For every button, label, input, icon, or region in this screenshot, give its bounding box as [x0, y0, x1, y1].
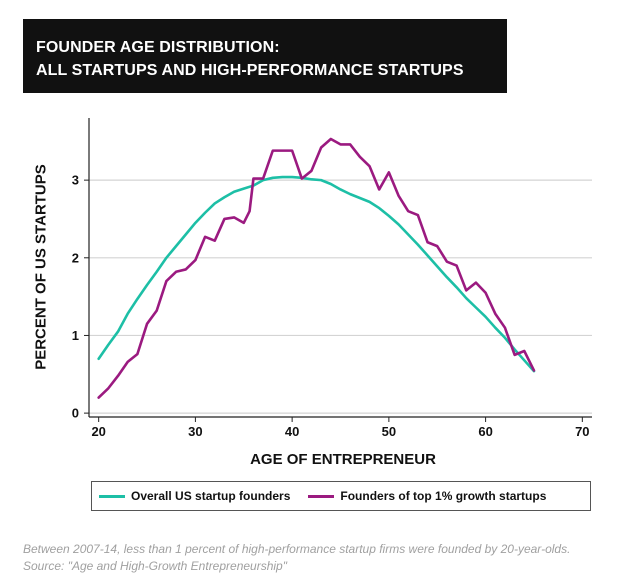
- figure-caption: Between 2007-14, less than 1 percent of …: [23, 542, 571, 573]
- x-tick-label-30: 30: [188, 424, 202, 439]
- y-tick-label-0: 0: [72, 406, 79, 421]
- legend-label-top-growth: Founders of top 1% growth startups: [340, 489, 547, 503]
- y-tick-label-1: 1: [72, 328, 79, 343]
- chart-title-box: FOUNDER AGE DISTRIBUTION: ALL STARTUPS A…: [23, 19, 507, 93]
- legend-swatch-top-growth: [308, 494, 335, 498]
- legend: Overall US startup founders Founders of …: [91, 481, 591, 511]
- line-chart: 0 1 2 3 20 30 40 50 60 70: [72, 118, 592, 439]
- axes: 0 1 2 3 20 30 40 50 60 70: [72, 118, 592, 439]
- x-tick-label-50: 50: [382, 424, 396, 439]
- x-tick-label-40: 40: [285, 424, 299, 439]
- series-line-0: [97, 175, 536, 373]
- x-tick-label-60: 60: [478, 424, 492, 439]
- gridlines: [89, 179, 592, 414]
- legend-swatch-overall: [99, 494, 125, 498]
- chart-title-line-2: ALL STARTUPS AND HIGH-PERFORMANCE STARTU…: [36, 62, 464, 79]
- legend-item-top-growth: Founders of top 1% growth startups: [308, 489, 546, 503]
- y-tick-label-2: 2: [72, 250, 79, 265]
- series-lines: [97, 137, 536, 399]
- x-axis-label: AGE OF ENTREPRENEUR: [250, 451, 436, 468]
- chart-title-line-1: FOUNDER AGE DISTRIBUTION:: [36, 39, 280, 56]
- y-axis-label: PERCENT OF US STARTUPS: [32, 164, 50, 370]
- x-tick-label-70: 70: [575, 424, 589, 439]
- legend-label-overall: Overall US startup founders: [131, 489, 291, 503]
- legend-item-overall: Overall US startup founders: [99, 489, 290, 503]
- y-tick-label-3: 3: [72, 173, 79, 188]
- x-tick-label-20: 20: [91, 424, 105, 439]
- series-line-1: [97, 137, 536, 399]
